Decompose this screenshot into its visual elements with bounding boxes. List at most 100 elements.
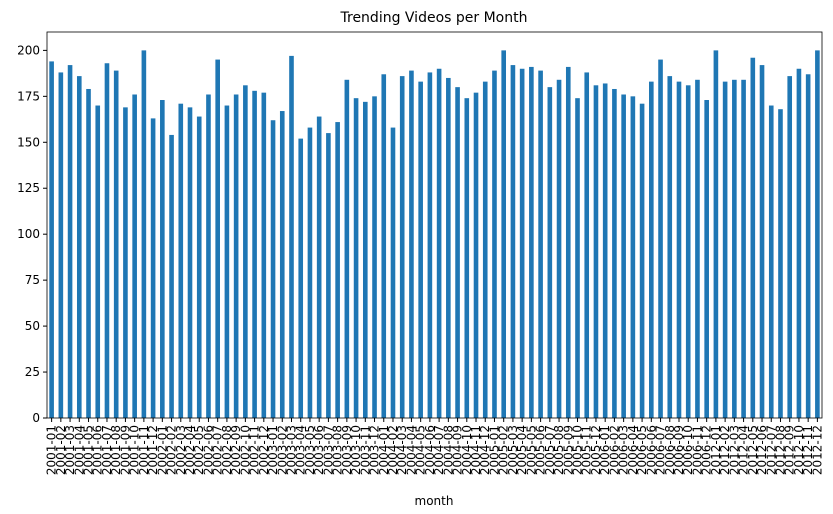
bar: [538, 70, 543, 418]
bar: [67, 65, 73, 418]
x-tick-label: 2002-10: [238, 425, 252, 475]
plot-frame: [46, 31, 823, 419]
x-tick-label: 2004-12: [478, 425, 492, 475]
x-tick-label: 2001-11: [137, 425, 151, 475]
bar: [224, 105, 230, 419]
x-tick-label: 2012-02: [718, 425, 732, 475]
x-tick-label: 2001-02: [54, 425, 68, 475]
x-tick-label: 2006-05: [635, 425, 649, 475]
bar: [455, 87, 460, 419]
bar: [436, 68, 442, 418]
bar: [289, 55, 294, 419]
bar: [649, 81, 654, 418]
bar: [759, 65, 765, 418]
bar: [741, 79, 746, 419]
x-tick-label: 2004-09: [451, 425, 465, 475]
bar: [427, 72, 433, 418]
x-axis-label: month: [415, 494, 454, 508]
bar: [362, 101, 368, 418]
bar: [796, 68, 802, 418]
x-tick-label: 2002-07: [211, 425, 225, 475]
x-tick-label: 2003-01: [266, 425, 280, 475]
bar: [261, 92, 267, 419]
x-tick-label: 2005-07: [543, 425, 557, 475]
x-tick-label: 2002-08: [220, 425, 234, 475]
x-tick-label: 2003-07: [321, 425, 335, 475]
bar: [584, 72, 590, 418]
x-tick-label: 2002-12: [257, 425, 271, 475]
bar: [612, 88, 617, 418]
y-tick-label: 125: [17, 181, 40, 195]
x-tick-label: 2005-05: [524, 425, 538, 475]
x-tick-label: 2006-02: [607, 425, 621, 475]
x-tick-label: 2012-01: [709, 425, 723, 475]
bar: [141, 50, 147, 418]
x-tick-label: 2002-09: [229, 425, 243, 475]
bar: [150, 118, 156, 418]
x-tick-label: 2002-03: [174, 425, 188, 475]
bar: [621, 94, 626, 418]
bar: [667, 76, 673, 418]
x-tick-label: 2005-09: [561, 425, 575, 475]
bar: [335, 122, 340, 419]
x-tick-label: 2006-03: [617, 425, 631, 475]
bar: [381, 74, 387, 419]
bar: [639, 103, 645, 418]
bar: [519, 68, 525, 418]
x-tick-label: 2002-05: [192, 425, 206, 475]
x-tick-label: 2004-11: [469, 425, 483, 475]
bar: [169, 134, 174, 418]
y-tick-label: 50: [25, 319, 40, 333]
bar: [556, 79, 562, 419]
bar: [409, 70, 414, 418]
x-tick-label: 2012-04: [737, 425, 751, 475]
bar: [482, 81, 488, 418]
bar: [593, 85, 599, 419]
x-tick-label: 2001-12: [146, 425, 160, 475]
x-tick-label: 2012-05: [746, 425, 760, 475]
bar: [695, 79, 700, 419]
x-tick-label: 2005-11: [580, 425, 594, 475]
x-tick-label: 2006-08: [663, 425, 677, 475]
x-tick-label: 2012-06: [755, 425, 769, 475]
bar: [76, 76, 82, 418]
x-tick-label: 2012-09: [783, 425, 797, 475]
bar: [279, 111, 285, 419]
x-tick-label: 2004-02: [386, 425, 400, 475]
x-tick-label: 2003-08: [331, 425, 345, 475]
x-tick-label: 2001-07: [100, 425, 114, 475]
bar: [446, 77, 451, 418]
x-tick-label: 2001-08: [109, 425, 123, 475]
bar: [778, 109, 783, 418]
bar: [815, 50, 820, 418]
bar: [160, 100, 165, 418]
bar: [575, 98, 580, 419]
x-tick-label: 2006-04: [626, 425, 640, 475]
x-tick-label: 2006-09: [672, 425, 686, 475]
bar: [750, 57, 756, 418]
x-tick-label: 2002-11: [248, 425, 262, 475]
x-tick-label: 2005-02: [497, 425, 511, 475]
x-tick-label: 2006-12: [700, 425, 714, 475]
x-tick-label: 2003-02: [275, 425, 289, 475]
x-tick-label: 2004-08: [441, 425, 455, 475]
bar: [326, 133, 331, 418]
x-tick-label: 2003-09: [340, 425, 354, 475]
bar: [372, 96, 377, 418]
x-tick-label: 2006-07: [654, 425, 668, 475]
bar: [206, 94, 211, 418]
bar: [132, 94, 137, 418]
x-tick-label: 2006-01: [598, 425, 612, 475]
bar: [529, 66, 534, 418]
x-tick-label: 2002-06: [201, 425, 215, 475]
bar: [501, 50, 507, 418]
bar: [602, 83, 608, 418]
x-tick-label: 2005-10: [571, 425, 585, 475]
x-tick-label: 2002-01: [155, 425, 169, 475]
x-tick-label: 2003-03: [284, 425, 298, 475]
x-tick-label: 2012-11: [801, 425, 815, 475]
bar: [123, 107, 128, 418]
x-tick-label: 2003-12: [368, 425, 382, 475]
